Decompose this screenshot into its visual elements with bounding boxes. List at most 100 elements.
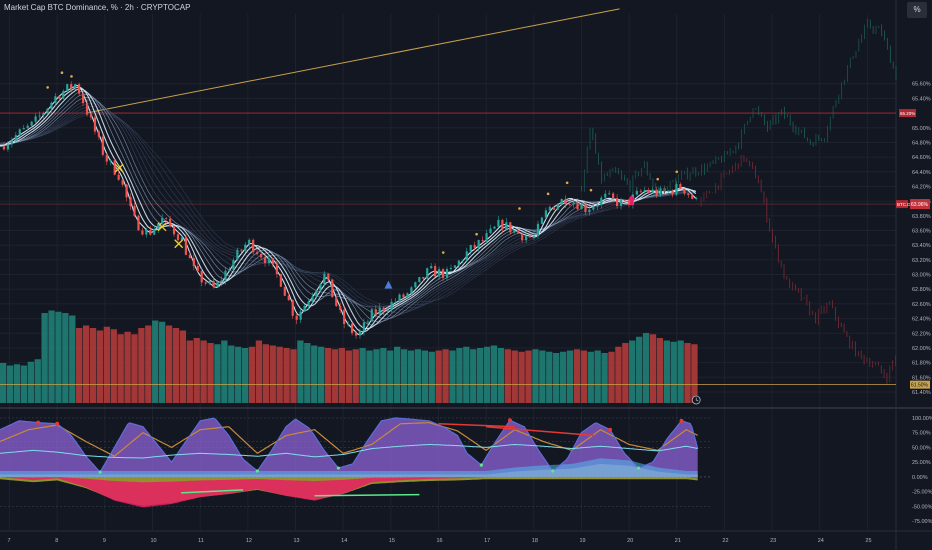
volume-bar — [89, 328, 97, 403]
price-tick-label: 61.80% — [912, 361, 931, 367]
volume-bar — [615, 346, 622, 403]
osc-tick-label: 100.00% — [912, 416, 932, 422]
candle-body — [382, 307, 385, 312]
price-tick-label: 64.80% — [912, 140, 931, 146]
price-tick-label: 62.60% — [912, 302, 931, 308]
candle-body — [165, 218, 168, 219]
candle-body — [398, 294, 401, 302]
time-tick-label: 21 — [675, 538, 681, 544]
clock-icon — [695, 397, 699, 402]
osc-sell-dot — [55, 421, 60, 426]
price-tick-label: 64.40% — [912, 170, 931, 176]
osc-tick-label: 0.00% — [912, 475, 928, 481]
candle-body — [42, 113, 45, 116]
volume-bar — [663, 340, 670, 403]
candle-body — [414, 282, 417, 288]
candle-body — [536, 223, 540, 237]
osc-sell-dot — [507, 418, 512, 423]
volume-bar — [34, 359, 41, 403]
candle-body — [627, 200, 631, 205]
candle-body — [596, 204, 599, 207]
cross-marker — [114, 163, 124, 173]
candle-body — [623, 199, 627, 201]
candle-body — [2, 146, 6, 150]
candle-body — [461, 260, 464, 262]
candle-body — [635, 190, 638, 195]
volume-bar — [338, 348, 346, 403]
candle-body — [572, 202, 575, 205]
volume-bar — [373, 349, 380, 403]
candle-body — [271, 258, 275, 264]
candle-body — [675, 184, 678, 195]
candle-body — [350, 323, 354, 334]
ma-line — [0, 100, 696, 317]
time-tick-label: 23 — [770, 538, 776, 544]
candle-body — [224, 270, 227, 281]
bearish-divergence-line — [438, 423, 515, 428]
volume-bar — [41, 313, 48, 403]
candle-body — [441, 269, 445, 278]
candle-body — [327, 273, 330, 280]
osc-buy-dot — [479, 463, 483, 467]
dot-marker — [441, 251, 445, 254]
volume-bar — [110, 329, 117, 403]
candle-body — [354, 333, 358, 336]
volume-bar — [124, 331, 131, 403]
volume-bar — [442, 349, 449, 403]
candle-body — [434, 266, 437, 277]
candle-body — [437, 269, 441, 277]
candle-body — [576, 202, 579, 210]
candle-body — [615, 198, 619, 206]
volume-bar — [297, 340, 304, 403]
candle-body — [608, 193, 611, 195]
volume-bar — [559, 351, 567, 403]
volume-bar — [248, 346, 256, 403]
candle-body — [584, 204, 587, 212]
volume-bar — [504, 349, 511, 403]
candle-body — [556, 204, 559, 210]
candle-body — [6, 144, 10, 150]
volume-bar — [421, 350, 429, 403]
osc-tick-label: 25.00% — [912, 460, 931, 466]
projection — [581, 18, 897, 384]
price-tick-label: 64.60% — [912, 155, 931, 161]
candle-body — [30, 121, 33, 126]
volume-bar — [345, 350, 352, 403]
osc-buy-dot — [336, 466, 340, 470]
price-tick-label: 65.60% — [912, 82, 931, 88]
candle-body — [358, 331, 362, 336]
candle-body — [62, 91, 65, 99]
volume-bar — [573, 349, 581, 403]
volume-bar — [262, 344, 270, 403]
candle-body — [639, 190, 642, 192]
candle-body — [283, 286, 286, 296]
candle-body — [303, 305, 306, 312]
candle-body — [422, 277, 425, 279]
volume-bar — [304, 343, 311, 403]
price-tick-label: 62.20% — [912, 331, 931, 337]
candle-body — [564, 198, 567, 205]
ma-line — [0, 86, 697, 333]
time-tick-label: 25 — [865, 538, 871, 544]
volume-bar — [276, 346, 283, 403]
candle-body — [153, 228, 156, 235]
volume-bar — [656, 338, 664, 403]
volume-bar — [283, 348, 290, 403]
wave-fast-line — [0, 417, 699, 472]
price-tick-label: 65.40% — [912, 96, 931, 102]
volume-bar — [82, 325, 90, 403]
candle-body — [180, 237, 184, 241]
candle-body — [22, 128, 25, 130]
volume-bar — [601, 353, 608, 403]
osc-buy-dot — [255, 469, 259, 473]
volume-bar — [241, 348, 249, 403]
candle-body — [172, 226, 176, 235]
candle-body — [85, 103, 89, 115]
candle-body — [378, 307, 381, 315]
candle-body — [133, 206, 136, 216]
volume-bar — [6, 365, 14, 403]
percent-scale-button[interactable]: % — [907, 2, 927, 18]
candle-body — [66, 84, 69, 92]
candle-body — [145, 229, 148, 235]
candle-body — [497, 219, 500, 227]
